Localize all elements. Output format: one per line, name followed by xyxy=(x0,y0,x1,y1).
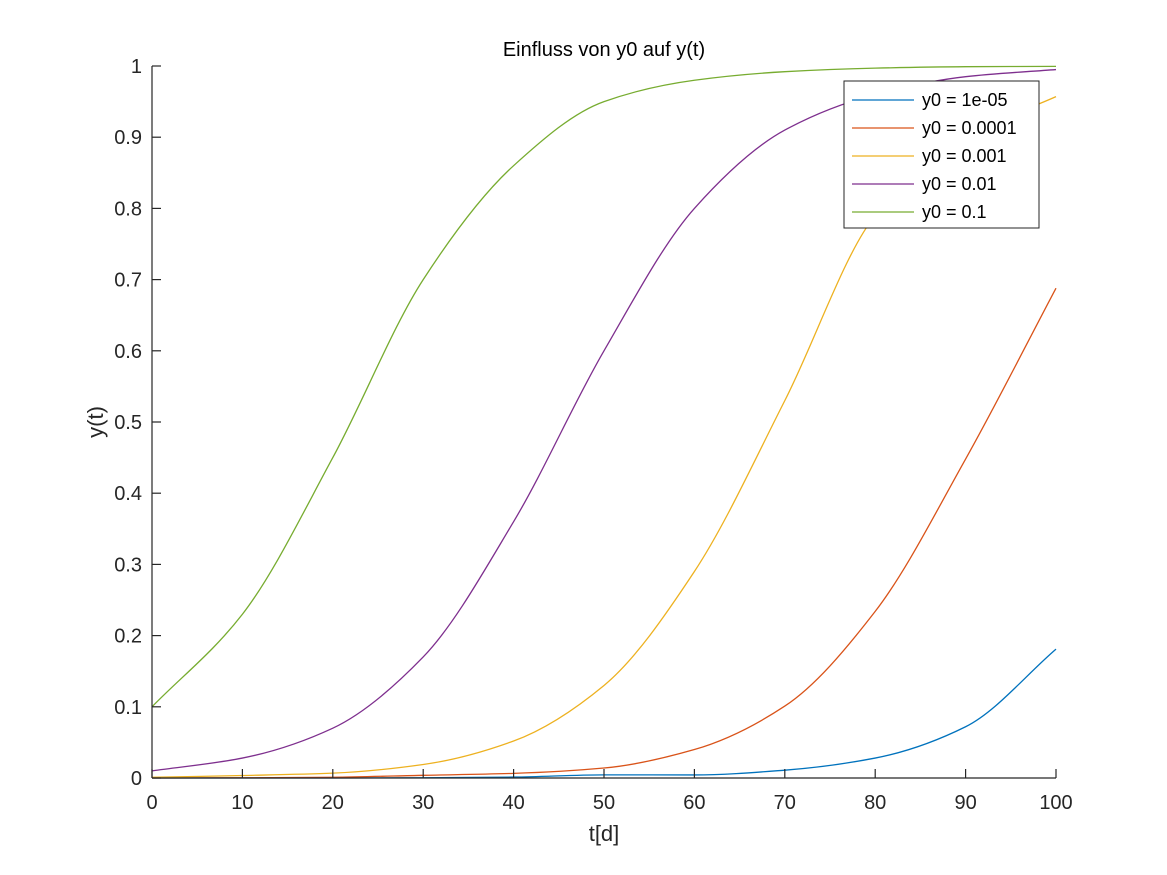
y-tick-label: 0 xyxy=(131,768,142,790)
axes: 0 10 20 30 40 50 60 70 80 90 100 0 0.1 0.2 0.3 0.4 0.5 0.… xyxy=(114,56,1073,814)
x-axis-label: t[d] xyxy=(589,821,620,846)
x-tick-label: 50 xyxy=(593,792,615,814)
series-line-1 xyxy=(151,648,1057,779)
series-line-2 xyxy=(151,287,1057,779)
legend-entry-label: y0 = 0.1 xyxy=(922,202,987,222)
y-tick-label: 0.9 xyxy=(114,127,142,149)
x-tick-label: 60 xyxy=(683,792,705,814)
legend-entry-label: y0 = 0.01 xyxy=(922,174,997,194)
y-tick-label: 0.8 xyxy=(114,198,142,220)
x-tick-label: 30 xyxy=(412,792,434,814)
x-tick-label: 100 xyxy=(1039,792,1072,814)
x-tick-label: 80 xyxy=(864,792,886,814)
y-tick-label: 0.7 xyxy=(114,270,142,292)
x-tick-label: 70 xyxy=(774,792,796,814)
legend-box xyxy=(843,80,1040,229)
legend: y0 = 1e-05 y0 = 0.0001 y0 = 0.001 y0 = 0.01… xyxy=(843,80,1040,229)
y-tick-label: 1 xyxy=(131,56,142,78)
series-line-5 xyxy=(151,65,1057,708)
y-tick-label: 0.6 xyxy=(114,341,142,363)
legend-entry-label: y0 = 0.001 xyxy=(922,146,1007,166)
y-tick-label: 0.1 xyxy=(114,697,142,719)
x-tick-label: 10 xyxy=(231,792,253,814)
x-tick-label: 20 xyxy=(322,792,344,814)
legend-entry-label: y0 = 0.0001 xyxy=(922,118,1017,138)
chart-title: Einfluss von y0 auf y(t) xyxy=(503,39,705,61)
y-tick-label: 0.3 xyxy=(114,554,142,576)
y-tick-label: 0.2 xyxy=(114,626,142,648)
y-axis-label: y(t) xyxy=(83,406,108,438)
y-tick-label: 0.5 xyxy=(114,412,142,434)
x-tick-label: 90 xyxy=(954,792,976,814)
y-tick-label: 0.4 xyxy=(114,483,142,505)
legend-entry-label: y0 = 1e-05 xyxy=(922,90,1008,110)
x-tick-label: 0 xyxy=(146,792,157,814)
x-tick-label: 40 xyxy=(502,792,524,814)
